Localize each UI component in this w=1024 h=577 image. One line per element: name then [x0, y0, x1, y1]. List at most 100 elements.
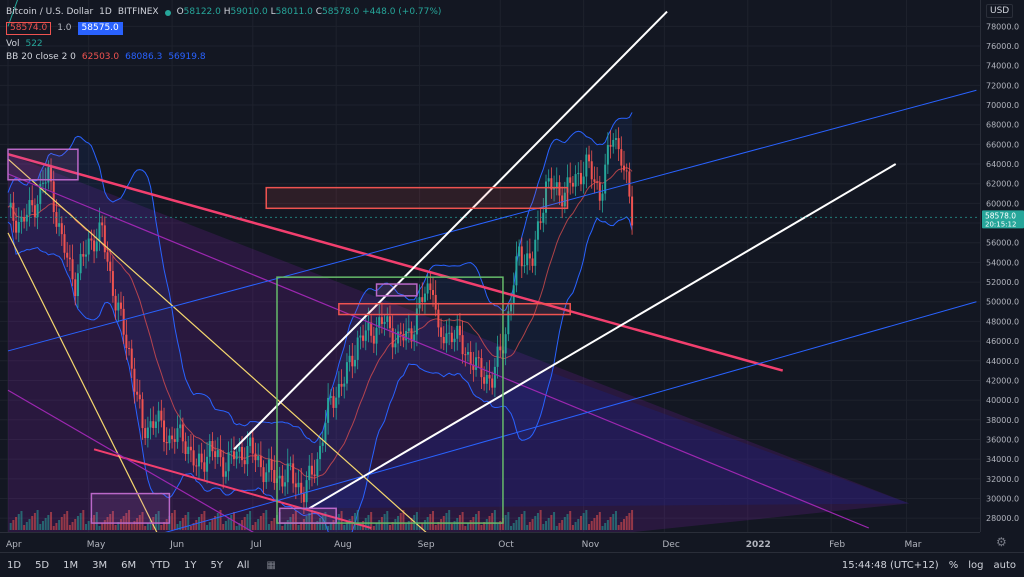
chart-legend: Bitcoin / U.S. Dollar 1D BITFINEX O58122… — [6, 6, 441, 64]
volume-bar — [79, 513, 82, 530]
volume-bar — [197, 517, 200, 530]
settings-gear-icon[interactable]: ⚙ — [996, 535, 1007, 549]
timeframe-all[interactable]: All — [237, 559, 250, 571]
bb-legend[interactable]: BB 20 close 2 0 62503.0 68086.3 56919.8 — [6, 51, 441, 64]
candle-body — [321, 442, 324, 446]
candle-body — [364, 330, 367, 341]
candle-body — [28, 200, 31, 215]
candle-body — [574, 174, 577, 187]
percent-toggle[interactable]: % — [948, 559, 959, 571]
time-tick-label: Oct — [498, 540, 514, 550]
time-axis[interactable]: Apr May Jun Jul Aug Sep Oct Nov Dec 2022 Feb Mar — [0, 532, 980, 553]
timeframe-6m[interactable]: 6M — [121, 559, 137, 571]
price-scale[interactable]: 28000.0 30000.0 32000.0 34000.0 36000.0 38000… — [980, 0, 1024, 532]
volume-legend[interactable]: Vol 522 — [6, 38, 441, 51]
candle-body — [464, 354, 467, 356]
timeframe-1d[interactable]: 1D — [7, 559, 22, 571]
price-tick-label: 62000.0 — [986, 180, 1019, 189]
candle-body — [491, 378, 494, 388]
candle-body — [515, 256, 518, 286]
volume-bar — [445, 513, 448, 530]
price-chart[interactable] — [0, 0, 980, 532]
volume-bar — [579, 516, 582, 530]
candle-body — [171, 435, 174, 440]
candle-body — [249, 437, 252, 447]
candle-body — [367, 322, 370, 331]
volume-bar — [418, 526, 421, 530]
candle-body — [106, 252, 109, 262]
price-tick-label: 42000.0 — [986, 376, 1019, 385]
candle-body — [410, 328, 413, 342]
candle-body — [579, 172, 582, 185]
candle-body — [399, 331, 402, 335]
volume-bar — [625, 516, 628, 530]
timeframe-ytd[interactable]: YTD — [150, 559, 171, 571]
volume-bar — [52, 526, 55, 530]
timeframe-3m[interactable]: 3M — [92, 559, 108, 571]
candle-body — [281, 475, 284, 487]
candle-body — [206, 456, 209, 472]
candle-body — [241, 446, 244, 461]
volume-bar — [265, 510, 268, 530]
timeframe-1m[interactable]: 1M — [63, 559, 79, 571]
date-range-calendar-icon[interactable]: ▦ — [266, 559, 276, 571]
trendline-pink-minor — [93, 448, 372, 529]
volume-bar — [214, 516, 217, 530]
candle-body — [539, 221, 542, 223]
volume-bar — [348, 519, 351, 530]
candle-body — [219, 450, 222, 458]
clock-display[interactable]: 15:44:48 (UTC+12) — [841, 559, 939, 571]
candle-body — [163, 420, 166, 442]
candle-body — [305, 480, 308, 503]
candle-body — [20, 217, 23, 223]
volume-bar — [109, 514, 112, 530]
candle-body — [553, 188, 556, 190]
candle-body — [15, 220, 18, 233]
sell-button[interactable]: 58574.0 — [6, 22, 52, 35]
candle-body — [523, 265, 526, 267]
timeframe-5y[interactable]: 5Y — [210, 559, 224, 571]
buy-button[interactable]: 58575.0 — [77, 22, 123, 35]
candle-body — [179, 424, 182, 429]
low-value: 58011.0 — [275, 7, 313, 17]
volume-bar — [125, 513, 128, 530]
box-purple-bottom — [90, 492, 171, 524]
volume-bar — [292, 514, 295, 530]
candle-body — [488, 374, 491, 379]
candle-body — [421, 297, 424, 302]
timeframe-1y[interactable]: 1Y — [184, 559, 197, 571]
volume-bar — [87, 521, 90, 530]
volume-bar — [230, 515, 233, 530]
trendline-purple-2 — [7, 173, 870, 529]
candle-body — [614, 138, 617, 140]
volume-bar — [281, 526, 284, 530]
candle-body — [286, 463, 289, 483]
candle-body — [372, 335, 375, 344]
candle-body — [144, 428, 147, 439]
currency-button[interactable]: USD — [986, 4, 1014, 18]
volume-bar — [501, 518, 504, 530]
candle-body — [319, 445, 322, 460]
volume-bar — [402, 510, 405, 530]
candle-body — [378, 317, 381, 328]
quantity-field[interactable]: 1.0 — [57, 23, 72, 33]
candle-body — [119, 302, 122, 309]
candle-body — [79, 254, 82, 274]
candle-body — [90, 238, 93, 241]
price-tick-label: 46000.0 — [986, 337, 1019, 346]
candle-body — [55, 212, 58, 227]
candle-body — [216, 450, 219, 458]
candle-body — [388, 316, 391, 329]
symbol-name[interactable]: Bitcoin / U.S. Dollar — [6, 7, 94, 17]
timeframe-5d[interactable]: 5D — [35, 559, 50, 571]
candle-body — [302, 493, 305, 503]
log-toggle[interactable]: log — [968, 559, 984, 571]
volume-bar — [337, 514, 340, 530]
volume-bar — [558, 523, 561, 530]
candle-body — [238, 446, 241, 452]
candle-body — [31, 200, 34, 206]
candle-body — [536, 221, 539, 240]
volume-bar — [184, 515, 187, 530]
volume-bar — [47, 515, 50, 530]
auto-toggle[interactable]: auto — [993, 559, 1016, 571]
